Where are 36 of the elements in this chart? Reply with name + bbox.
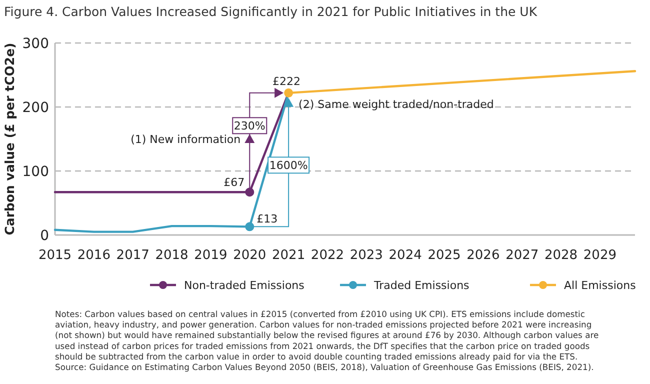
point (245, 222, 254, 232)
x-tick-label: 2021 (272, 248, 306, 263)
x-tick-label: 2020 (233, 248, 266, 263)
x-tick-label: 2022 (310, 248, 344, 263)
legend-label: All Emissions (564, 278, 636, 292)
legend-label: Non-traded Emissions (184, 278, 305, 292)
y-tick-label: 300 (22, 36, 49, 52)
x-tick-label: 2017 (116, 248, 150, 263)
x-tick-label: 2024 (388, 248, 422, 263)
source-note: Source: Guidance on Estimating Carbon Values Beyond 2050 (BEIS, 2018), Valuation of Greenhouse Gas Emissions (BEIS, 2021). (55, 362, 594, 372)
y-tick-label: 200 (22, 100, 49, 116)
y-tick-label: 0 (40, 228, 49, 244)
data-label: £13 (256, 212, 278, 226)
annotation: (1) New information (130, 132, 241, 146)
annotation: (2) Same weight traded/non-traded (298, 98, 494, 111)
data-label: £67 (224, 176, 245, 189)
x-tick-label: 2027 (506, 248, 539, 263)
x-tick-label: 2018 (155, 248, 188, 263)
point (245, 188, 254, 197)
annotation: 230% (234, 120, 266, 133)
chart-title: Figure 4. Carbon Values Increased Significantly in 2021 for Public Initiatives in the UK (4, 4, 538, 19)
point (284, 88, 294, 98)
annotation: 1600% (269, 159, 308, 172)
legend-label: Traded Emissions (373, 278, 470, 292)
x-tick-label: 2025 (428, 248, 461, 263)
y-axis-title: Carbon value (£ per tCO2e) (2, 42, 17, 236)
x-tick-label: 2016 (77, 248, 110, 263)
x-tick-label: 2023 (350, 248, 383, 263)
x-tick-label: 2028 (544, 248, 578, 263)
x-tick-label: 2015 (38, 248, 72, 263)
x-tick-label: 2019 (194, 248, 228, 263)
x-tick-label: 2026 (466, 248, 500, 263)
text: Notes: Carbon values based on central values in £2015 (converted from £2010 using UK CPI). ETS emissions include domestic aviation, heavy industry, and power generation. Carbon values for non-traded emissions projected before 2021 were increasing (not shown) but would have remained substantially below the revised figures at around £76 by 2030. Although carbon values are used instead of carbon prices for traded emissions from 2021 onwards, the DfT specifies that the carbon price on traded goods should be subtracted from the carbon value in order to avoid double counting traded emissions already paid for via the ETS. (55, 309, 599, 362)
x-tick-label: 2029 (583, 248, 617, 263)
y-tick-label: 100 (22, 164, 49, 180)
data-label: £222 (272, 74, 301, 88)
